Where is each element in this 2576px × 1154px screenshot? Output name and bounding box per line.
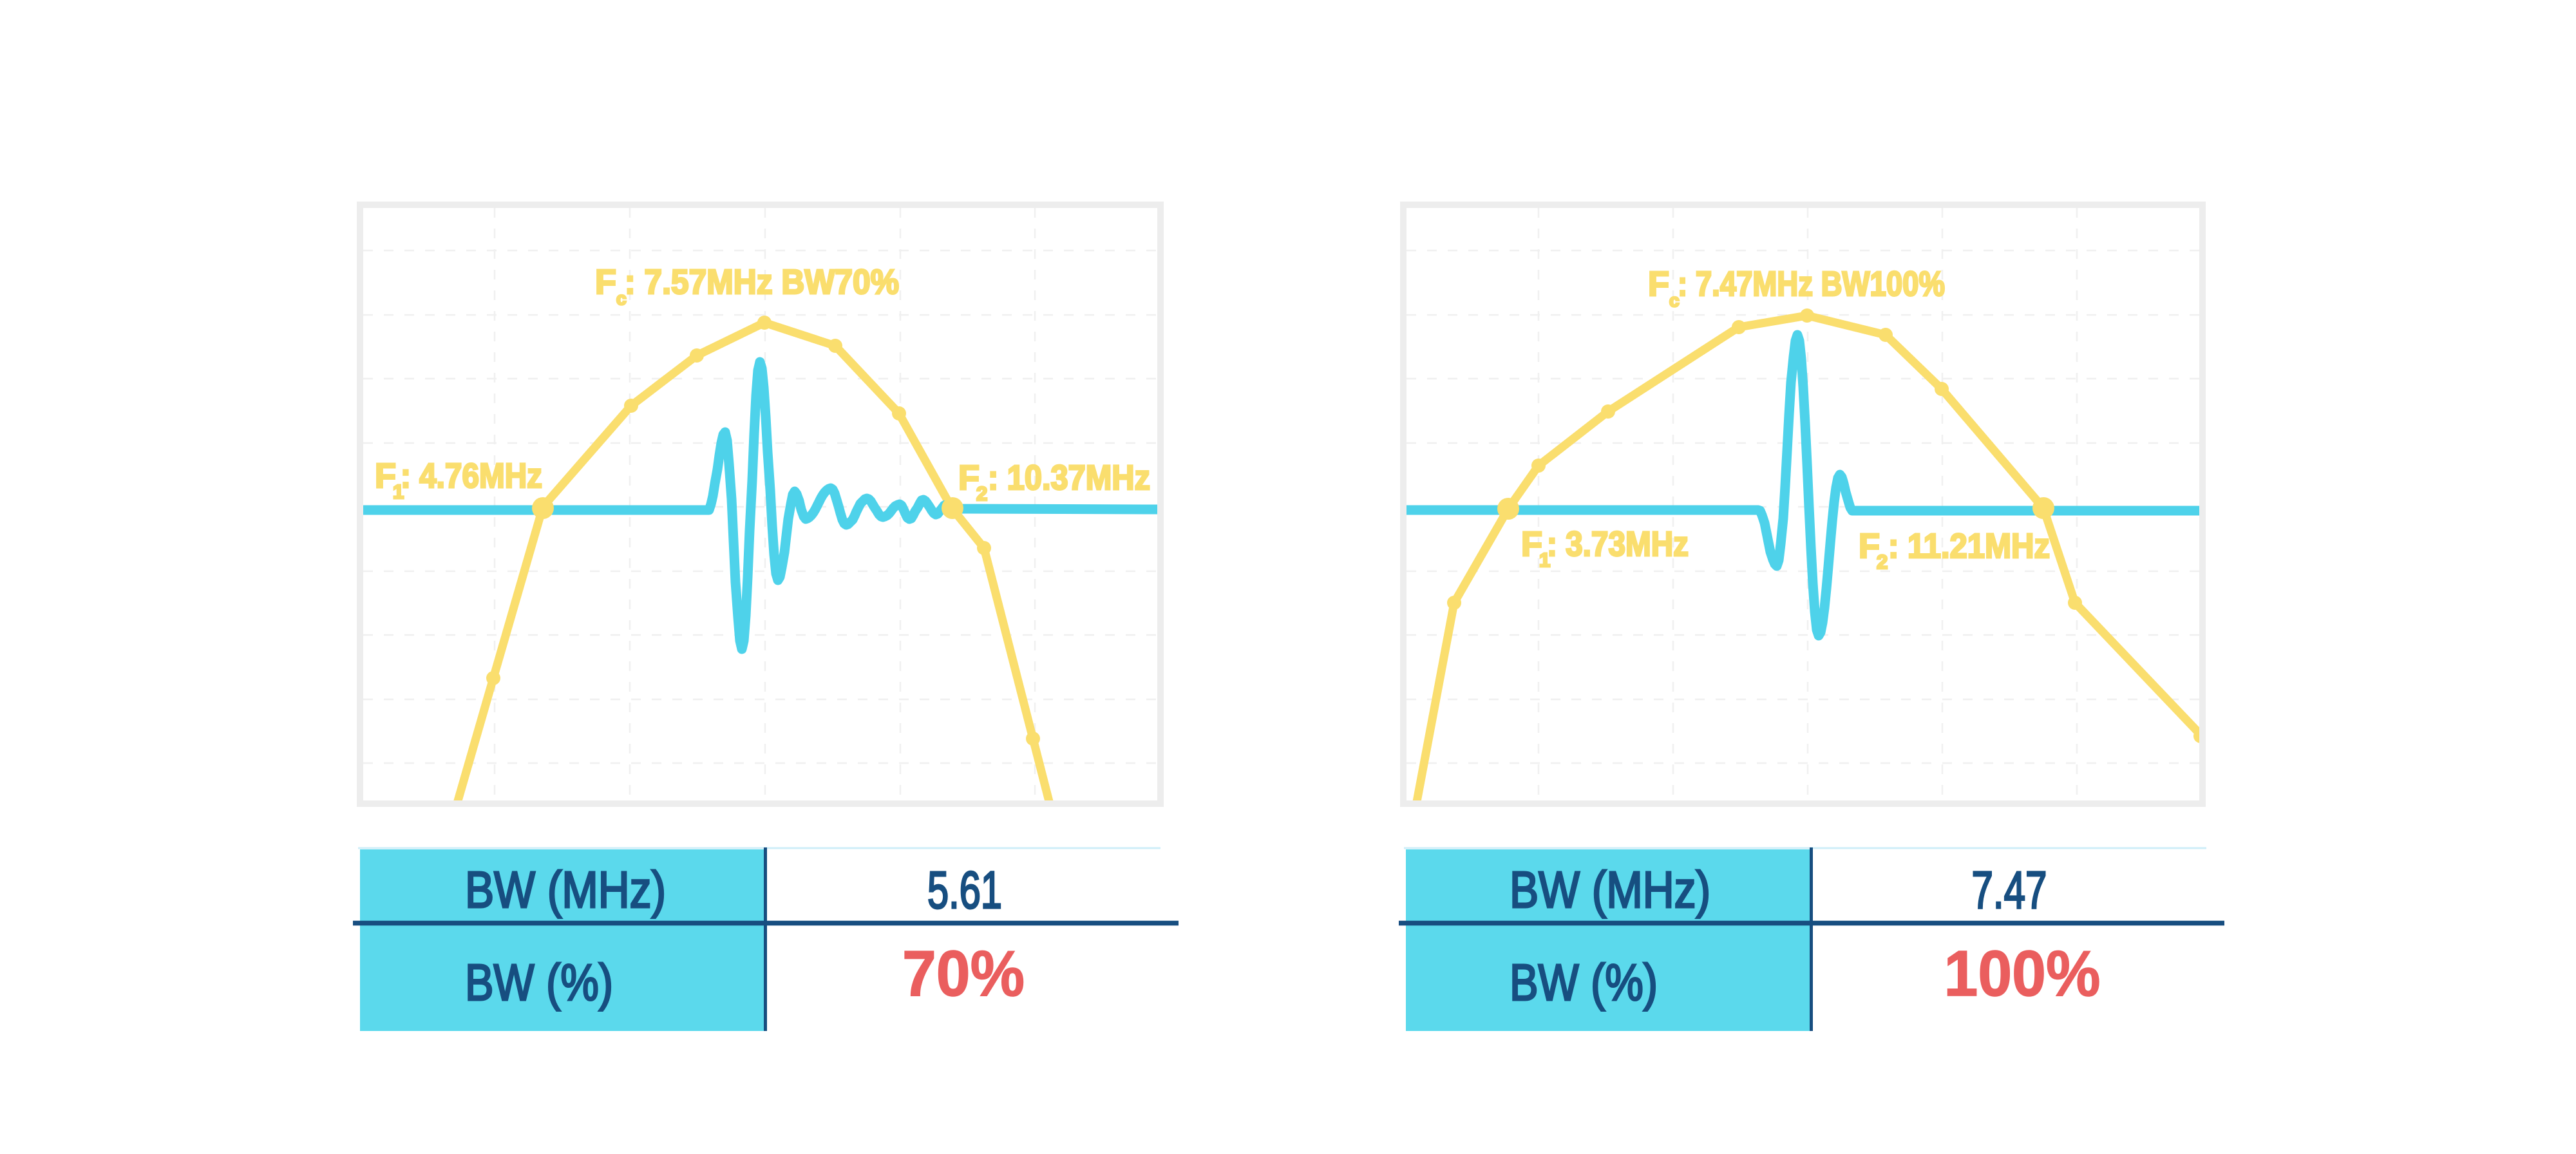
svg-text:BW (MHz): BW (MHz) xyxy=(465,861,666,918)
svg-text:: 7.47MHz BW100%: : 7.47MHz BW100% xyxy=(1678,265,1945,303)
svg-text:7.47: 7.47 xyxy=(1972,861,2047,920)
svg-text:1: 1 xyxy=(393,480,404,503)
svg-text:100%: 100% xyxy=(1944,938,2101,1010)
svg-text:5.61: 5.61 xyxy=(927,861,1002,920)
svg-text:: 4.76MHz: : 4.76MHz xyxy=(401,457,542,495)
svg-text:2: 2 xyxy=(976,482,987,505)
svg-text:c: c xyxy=(616,288,627,308)
svg-text:BW (%): BW (%) xyxy=(1510,954,1658,1011)
svg-text:: 10.37MHz: : 10.37MHz xyxy=(988,459,1150,497)
svg-text:BW (%): BW (%) xyxy=(465,954,613,1011)
svg-text:: 3.73MHz: : 3.73MHz xyxy=(1547,525,1689,563)
svg-text:F: F xyxy=(958,459,980,497)
svg-text:BW (MHz): BW (MHz) xyxy=(1510,861,1710,918)
svg-text:c: c xyxy=(1669,290,1680,310)
svg-text:: 11.21MHz: : 11.21MHz xyxy=(1888,527,2050,565)
svg-text:F: F xyxy=(595,263,616,301)
svg-text:2: 2 xyxy=(1877,551,1888,573)
svg-text:F: F xyxy=(1859,527,1880,565)
svg-text:1: 1 xyxy=(1539,549,1550,571)
svg-text:: 7.57MHz BW70%: : 7.57MHz BW70% xyxy=(625,263,899,301)
svg-text:70%: 70% xyxy=(902,938,1025,1010)
svg-text:F: F xyxy=(1648,265,1669,303)
svg-text:F: F xyxy=(375,457,396,495)
svg-text:F: F xyxy=(1521,525,1542,563)
